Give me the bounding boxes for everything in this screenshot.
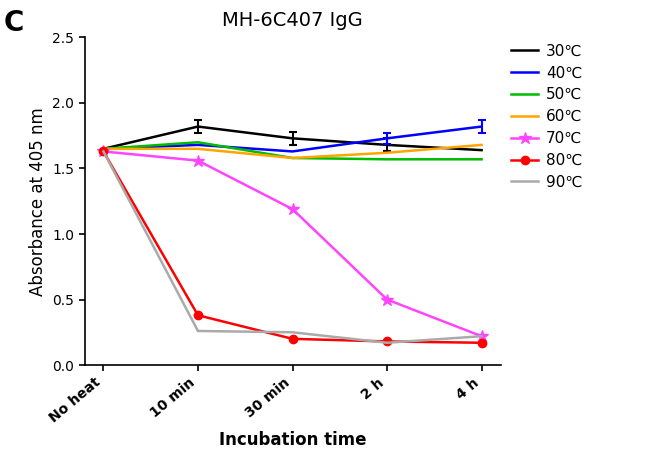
Legend: 30℃, 40℃, 50℃, 60℃, 70℃, 80℃, 90℃: 30℃, 40℃, 50℃, 60℃, 70℃, 80℃, 90℃ — [504, 37, 588, 196]
Line: 90℃: 90℃ — [103, 152, 482, 343]
90℃ — [289, 329, 296, 335]
40℃ — [99, 146, 107, 152]
60℃ — [99, 146, 107, 152]
70℃ — [194, 158, 202, 163]
50℃ — [194, 139, 202, 145]
40℃ — [478, 124, 486, 129]
50℃ — [478, 156, 486, 162]
90℃ — [383, 340, 391, 345]
Title: MH-6C407 IgG: MH-6C407 IgG — [222, 11, 363, 30]
90℃ — [478, 333, 486, 339]
90℃ — [194, 328, 202, 334]
80℃ — [99, 149, 107, 154]
70℃ — [99, 149, 107, 154]
70℃ — [383, 297, 391, 302]
Y-axis label: Absorbance at 405 nm: Absorbance at 405 nm — [29, 107, 47, 296]
40℃ — [194, 142, 202, 148]
50℃ — [383, 156, 391, 162]
30℃ — [383, 142, 391, 148]
Line: 80℃: 80℃ — [99, 147, 486, 347]
70℃ — [478, 333, 486, 339]
60℃ — [478, 142, 486, 148]
80℃ — [383, 339, 391, 344]
Line: 70℃: 70℃ — [97, 145, 488, 343]
80℃ — [478, 340, 486, 345]
30℃ — [289, 136, 296, 141]
80℃ — [289, 336, 296, 342]
70℃ — [289, 206, 296, 212]
50℃ — [99, 146, 107, 152]
60℃ — [289, 155, 296, 161]
Text: C: C — [3, 9, 23, 37]
50℃ — [289, 155, 296, 161]
40℃ — [289, 149, 296, 154]
90℃ — [99, 149, 107, 154]
60℃ — [383, 150, 391, 155]
Line: 40℃: 40℃ — [103, 126, 482, 152]
80℃ — [194, 313, 202, 318]
30℃ — [99, 146, 107, 152]
60℃ — [194, 146, 202, 152]
Line: 60℃: 60℃ — [103, 145, 482, 158]
Line: 30℃: 30℃ — [103, 126, 482, 150]
30℃ — [478, 147, 486, 153]
X-axis label: Incubation time: Incubation time — [219, 431, 366, 449]
30℃ — [194, 124, 202, 129]
40℃ — [383, 136, 391, 141]
Line: 50℃: 50℃ — [103, 142, 482, 159]
